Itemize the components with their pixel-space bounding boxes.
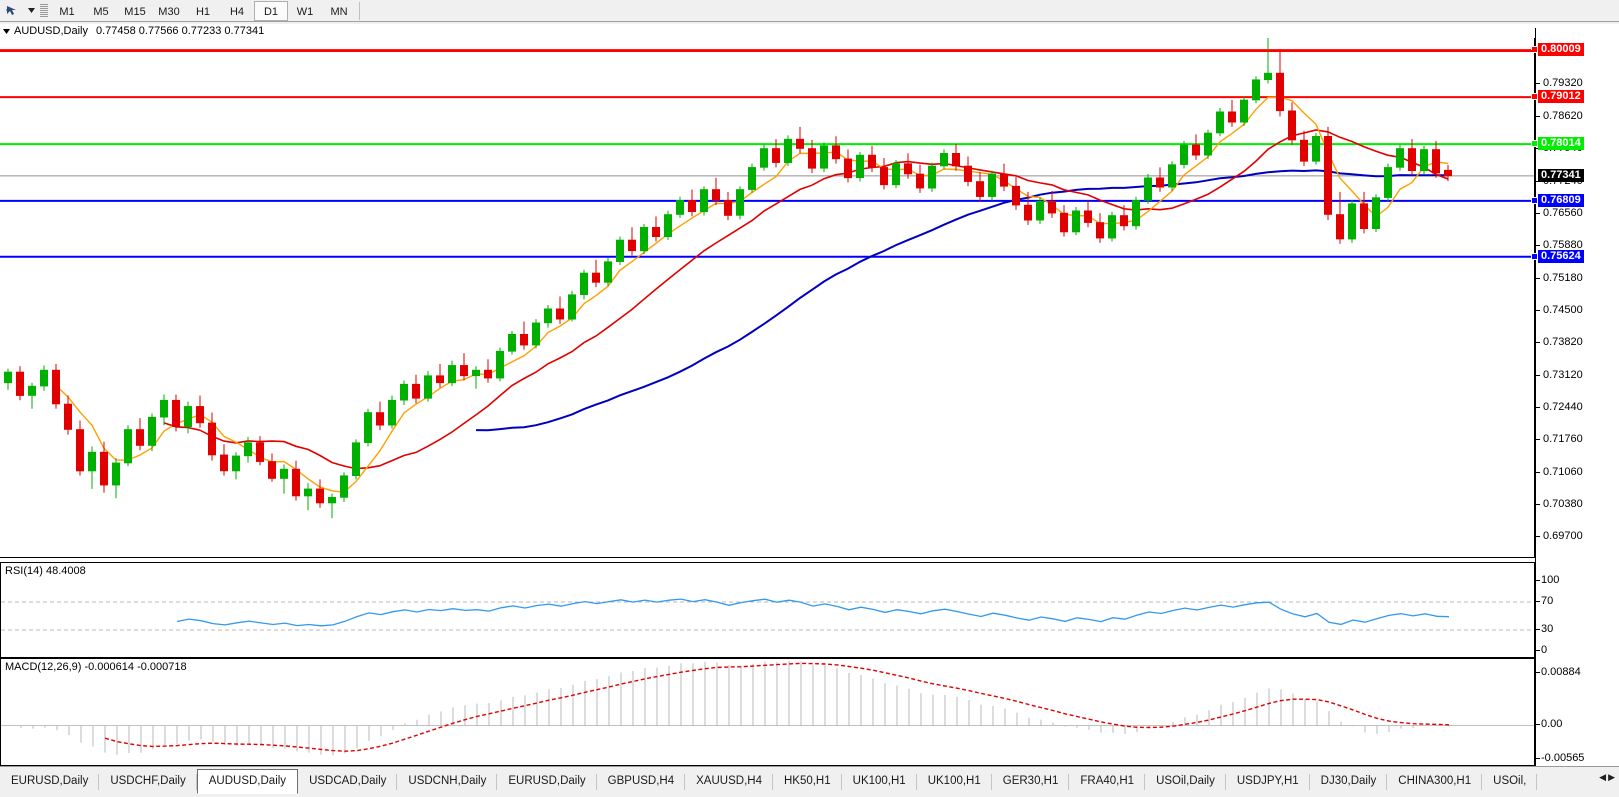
- chart-tab-china300-h1[interactable]: CHINA300,H1: [1387, 771, 1483, 793]
- price-tick-label: 0.79320: [1536, 77, 1583, 89]
- rsi-indicator-label: RSI(14) 48.4008: [5, 565, 89, 577]
- price-tick-label: 0.74500: [1536, 304, 1583, 316]
- timeframe-button-w1[interactable]: W1: [296, 5, 314, 18]
- chart-ohlc-values: 0.77458 0.77566 0.77233 0.77341: [95, 25, 265, 37]
- drag-grip-icon[interactable]: [40, 2, 48, 20]
- chart-tab-gbpusd-h4[interactable]: GBPUSD,H4: [597, 771, 686, 793]
- chart-tab-uk100-h1[interactable]: UK100,H1: [842, 771, 917, 793]
- price-line-handle[interactable]: [1531, 46, 1538, 54]
- rsi-tick-label: 70: [1536, 595, 1553, 607]
- chart-header: AUDUSD,Daily 0.77458 0.77566 0.77233 0.7…: [0, 24, 1535, 38]
- price-tag-support-line[interactable]: 0.76809: [1538, 193, 1584, 207]
- rsi-tick-label: 0: [1536, 644, 1547, 656]
- chart-tab-uk100-h1[interactable]: UK100,H1: [917, 771, 992, 793]
- chart-symbol-label: AUDUSD,Daily: [14, 25, 88, 37]
- chart-tab-hk50-h1[interactable]: HK50,H1: [773, 771, 842, 793]
- scroll-right-icon[interactable]: ▶: [1608, 772, 1615, 782]
- chart-tab-usdcad-daily[interactable]: USDCAD,Daily: [298, 771, 398, 793]
- price-tick-label: 0.71060: [1536, 466, 1583, 478]
- scroll-left-icon[interactable]: ◀: [1599, 772, 1607, 782]
- price-line-handle[interactable]: [1531, 140, 1538, 148]
- timeframe-button-m15[interactable]: M15: [124, 5, 146, 18]
- price-tick-label: 0.75880: [1536, 239, 1583, 251]
- timeframe-button-h4[interactable]: H4: [229, 5, 245, 18]
- chart-tab-dj30-daily[interactable]: DJ30,Daily: [1310, 771, 1388, 793]
- price-tag-resistance-line[interactable]: 0.80009: [1538, 43, 1584, 57]
- timeframe-button-mn[interactable]: MN: [330, 5, 348, 18]
- timeframe-toolbar: M1 M5 M15 M30 H1 H4 D1 W1 MN: [0, 0, 1619, 22]
- chart-tab-eurusd-daily[interactable]: EURUSD,Daily: [497, 771, 598, 793]
- chart-tab-ger30-h1[interactable]: GER30,H1: [992, 771, 1070, 793]
- chart-tab-audusd-daily[interactable]: AUDUSD,Daily: [196, 769, 299, 794]
- chart-tab-bar: EURUSD,Daily USDCHF,Daily AUDUSD,Daily USDC…: [0, 766, 1619, 797]
- price-tick-label: 0.76560: [1536, 207, 1583, 219]
- price-tick-label: 0.75180: [1536, 272, 1583, 284]
- price-line-handle[interactable]: [1531, 196, 1538, 204]
- timeframe-button-d1[interactable]: D1: [254, 0, 288, 21]
- triangle-down-icon[interactable]: [3, 27, 10, 36]
- rsi-chart-svg: [1, 598, 1534, 631]
- rsi-tick-label: 30: [1536, 623, 1553, 635]
- price-line-handle[interactable]: [1531, 252, 1538, 260]
- chart-tab-usdchf-daily[interactable]: USDCHF,Daily: [99, 771, 198, 793]
- chart-tab-xauusd-h4[interactable]: XAUUSD,H4: [685, 771, 773, 793]
- resistance-line-overlay: [0, 50, 1535, 53]
- price-plot: [0, 28, 1534, 557]
- toolbar-divider: [359, 1, 360, 20]
- price-tag-target-line[interactable]: 0.78014: [1538, 137, 1584, 151]
- rsi-plot: [1, 563, 1534, 657]
- price-tag-resistance-line[interactable]: 0.79012: [1538, 90, 1584, 104]
- rsi-tick-label: 100: [1536, 574, 1559, 586]
- price-tag-support-line[interactable]: 0.75624: [1538, 249, 1584, 263]
- rsi-pane[interactable]: RSI(14) 48.4008: [0, 562, 1535, 658]
- price-tick-label: 0.71760: [1536, 433, 1583, 445]
- macd-pane[interactable]: MACD(12,26,9) -0.000614 -0.000718: [0, 658, 1535, 766]
- chart-tab-usdcnh-daily[interactable]: USDCNH,Daily: [397, 771, 498, 793]
- price-tick-label: 0.70380: [1536, 498, 1583, 510]
- price-tick-label: 0.73820: [1536, 336, 1583, 348]
- price-tick-label: 0.73120: [1536, 369, 1583, 381]
- chart-tab-usoil-daily[interactable]: USOil,Daily: [1145, 771, 1226, 793]
- macd-tick-label: -0.00565: [1536, 752, 1584, 764]
- timeframe-button-h1[interactable]: H1: [195, 5, 211, 18]
- tab-scroll-controls: ◀ ▶: [1595, 767, 1619, 783]
- chevron-down-icon[interactable]: [24, 1, 38, 21]
- price-tag-last-price-line[interactable]: 0.77341: [1538, 168, 1584, 182]
- macd-indicator-label: MACD(12,26,9) -0.000614 -0.000718: [5, 661, 190, 673]
- timeframe-button-group: M1 M5 M15 M30 H1 H4 D1 W1 MN: [50, 0, 356, 21]
- chart-tab-eurusd-daily[interactable]: EURUSD,Daily: [0, 771, 100, 793]
- price-tick-label: 0.78620: [1536, 110, 1583, 122]
- chart-tab-usdjpy-h1[interactable]: USDJPY,H1: [1226, 771, 1310, 793]
- macd-plot: [1, 659, 1534, 765]
- timeframe-button-m1[interactable]: M1: [59, 5, 75, 18]
- macd-tick-label: 0.00: [1536, 718, 1562, 730]
- chart-tab-usoil-[interactable]: USOil,: [1482, 771, 1538, 793]
- crosshair-cursor-icon[interactable]: [0, 1, 24, 21]
- macd-tick-label: 0.00884: [1536, 666, 1581, 678]
- timeframe-button-m5[interactable]: M5: [93, 5, 109, 18]
- price-scale[interactable]: 0.793200.786200.779400.772400.765600.758…: [1531, 28, 1619, 766]
- macd-chart-svg: [1, 660, 1534, 756]
- price-pane[interactable]: [0, 28, 1535, 558]
- price-chart-svg: [0, 34, 1534, 519]
- timeframe-button-m30[interactable]: M30: [158, 5, 180, 18]
- price-tick-label: 0.69700: [1536, 530, 1583, 542]
- chart-window: AUDUSD,Daily 0.77458 0.77566 0.77233 0.7…: [0, 24, 1619, 788]
- price-line-handle[interactable]: [1531, 93, 1538, 101]
- chart-tabs: EURUSD,Daily USDCHF,Daily AUDUSD,Daily USDC…: [0, 767, 1538, 794]
- chart-tab-fra40-h1[interactable]: FRA40,H1: [1069, 771, 1145, 793]
- price-tick-label: 0.72440: [1536, 401, 1583, 413]
